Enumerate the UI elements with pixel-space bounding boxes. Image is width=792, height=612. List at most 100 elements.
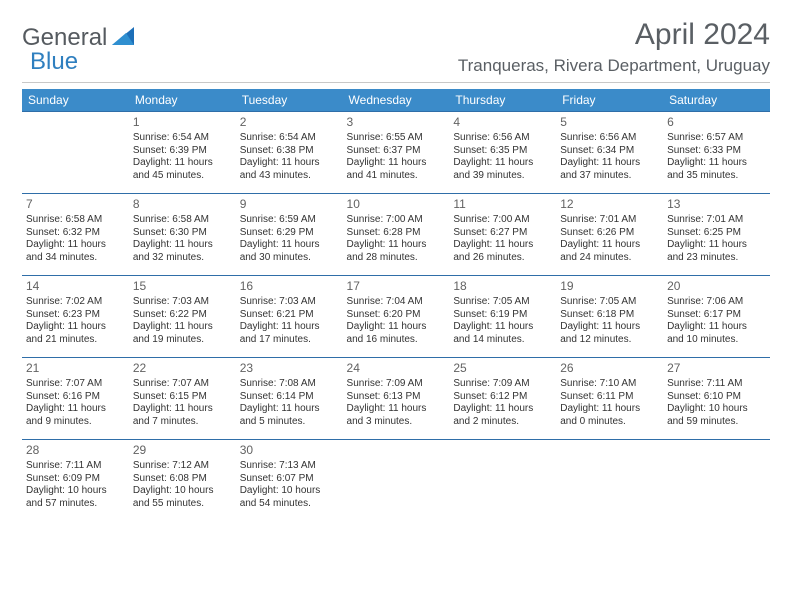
sunset-text: Sunset: 6:10 PM (667, 391, 766, 404)
sunset-text: Sunset: 6:17 PM (667, 309, 766, 322)
calendar-cell: 11Sunrise: 7:00 AMSunset: 6:27 PMDayligh… (449, 194, 556, 276)
calendar-cell: 22Sunrise: 7:07 AMSunset: 6:15 PMDayligh… (129, 358, 236, 440)
calendar-cell: 3Sunrise: 6:55 AMSunset: 6:37 PMDaylight… (343, 112, 450, 194)
day-number: 25 (453, 361, 552, 376)
calendar-cell (556, 440, 663, 522)
day-number: 2 (240, 115, 339, 130)
sunrise-text: Sunrise: 7:09 AM (453, 378, 552, 391)
sunset-text: Sunset: 6:29 PM (240, 227, 339, 240)
daylight-text: Daylight: 11 hours and 24 minutes. (560, 239, 659, 264)
sunset-text: Sunset: 6:19 PM (453, 309, 552, 322)
daylight-text: Daylight: 11 hours and 43 minutes. (240, 157, 339, 182)
daylight-text: Daylight: 11 hours and 9 minutes. (26, 403, 125, 428)
daylight-text: Daylight: 11 hours and 12 minutes. (560, 321, 659, 346)
daylight-text: Daylight: 10 hours and 59 minutes. (667, 403, 766, 428)
sunset-text: Sunset: 6:38 PM (240, 145, 339, 158)
day-header: Thursday (449, 89, 556, 112)
logo: General (22, 18, 136, 52)
sunset-text: Sunset: 6:08 PM (133, 473, 232, 486)
day-number: 16 (240, 279, 339, 294)
calendar-cell: 24Sunrise: 7:09 AMSunset: 6:13 PMDayligh… (343, 358, 450, 440)
day-header-row: Sunday Monday Tuesday Wednesday Thursday… (22, 89, 770, 112)
daylight-text: Daylight: 11 hours and 26 minutes. (453, 239, 552, 264)
calendar-cell: 19Sunrise: 7:05 AMSunset: 6:18 PMDayligh… (556, 276, 663, 358)
day-number: 4 (453, 115, 552, 130)
sunrise-text: Sunrise: 7:05 AM (560, 296, 659, 309)
daylight-text: Daylight: 11 hours and 7 minutes. (133, 403, 232, 428)
day-header: Sunday (22, 89, 129, 112)
calendar-cell: 5Sunrise: 6:56 AMSunset: 6:34 PMDaylight… (556, 112, 663, 194)
calendar-cell: 18Sunrise: 7:05 AMSunset: 6:19 PMDayligh… (449, 276, 556, 358)
daylight-text: Daylight: 11 hours and 34 minutes. (26, 239, 125, 264)
sunset-text: Sunset: 6:33 PM (667, 145, 766, 158)
daylight-text: Daylight: 11 hours and 14 minutes. (453, 321, 552, 346)
calendar-cell: 13Sunrise: 7:01 AMSunset: 6:25 PMDayligh… (663, 194, 770, 276)
daylight-text: Daylight: 11 hours and 2 minutes. (453, 403, 552, 428)
calendar-week-row: 28Sunrise: 7:11 AMSunset: 6:09 PMDayligh… (22, 440, 770, 522)
calendar-cell: 20Sunrise: 7:06 AMSunset: 6:17 PMDayligh… (663, 276, 770, 358)
sunset-text: Sunset: 6:09 PM (26, 473, 125, 486)
calendar-cell (449, 440, 556, 522)
daylight-text: Daylight: 11 hours and 41 minutes. (347, 157, 446, 182)
day-header: Saturday (663, 89, 770, 112)
sunrise-text: Sunrise: 6:59 AM (240, 214, 339, 227)
daylight-text: Daylight: 11 hours and 23 minutes. (667, 239, 766, 264)
title-rule (22, 82, 770, 83)
daylight-text: Daylight: 11 hours and 35 minutes. (667, 157, 766, 182)
sunrise-text: Sunrise: 7:00 AM (347, 214, 446, 227)
day-number: 18 (453, 279, 552, 294)
day-number: 24 (347, 361, 446, 376)
day-number: 19 (560, 279, 659, 294)
day-number: 14 (26, 279, 125, 294)
calendar-cell: 14Sunrise: 7:02 AMSunset: 6:23 PMDayligh… (22, 276, 129, 358)
day-number: 28 (26, 443, 125, 458)
daylight-text: Daylight: 11 hours and 28 minutes. (347, 239, 446, 264)
calendar-cell: 30Sunrise: 7:13 AMSunset: 6:07 PMDayligh… (236, 440, 343, 522)
calendar-cell: 23Sunrise: 7:08 AMSunset: 6:14 PMDayligh… (236, 358, 343, 440)
calendar-cell: 10Sunrise: 7:00 AMSunset: 6:28 PMDayligh… (343, 194, 450, 276)
day-number: 10 (347, 197, 446, 212)
daylight-text: Daylight: 10 hours and 55 minutes. (133, 485, 232, 510)
day-number: 27 (667, 361, 766, 376)
sunset-text: Sunset: 6:23 PM (26, 309, 125, 322)
sunset-text: Sunset: 6:15 PM (133, 391, 232, 404)
day-number: 1 (133, 115, 232, 130)
calendar-cell: 8Sunrise: 6:58 AMSunset: 6:30 PMDaylight… (129, 194, 236, 276)
calendar-table: Sunday Monday Tuesday Wednesday Thursday… (22, 89, 770, 522)
daylight-text: Daylight: 11 hours and 19 minutes. (133, 321, 232, 346)
logo-text-blue: Blue (30, 48, 78, 75)
calendar-cell (663, 440, 770, 522)
day-number: 15 (133, 279, 232, 294)
sunrise-text: Sunrise: 7:03 AM (240, 296, 339, 309)
day-number: 3 (347, 115, 446, 130)
day-number: 13 (667, 197, 766, 212)
sunrise-text: Sunrise: 7:07 AM (26, 378, 125, 391)
sunrise-text: Sunrise: 7:06 AM (667, 296, 766, 309)
daylight-text: Daylight: 11 hours and 0 minutes. (560, 403, 659, 428)
calendar-cell: 7Sunrise: 6:58 AMSunset: 6:32 PMDaylight… (22, 194, 129, 276)
daylight-text: Daylight: 11 hours and 37 minutes. (560, 157, 659, 182)
sunset-text: Sunset: 6:11 PM (560, 391, 659, 404)
sunset-text: Sunset: 6:25 PM (667, 227, 766, 240)
calendar-week-row: 1Sunrise: 6:54 AMSunset: 6:39 PMDaylight… (22, 112, 770, 194)
calendar-cell: 1Sunrise: 6:54 AMSunset: 6:39 PMDaylight… (129, 112, 236, 194)
sunset-text: Sunset: 6:30 PM (133, 227, 232, 240)
sunrise-text: Sunrise: 7:12 AM (133, 460, 232, 473)
daylight-text: Daylight: 11 hours and 30 minutes. (240, 239, 339, 264)
calendar-cell: 4Sunrise: 6:56 AMSunset: 6:35 PMDaylight… (449, 112, 556, 194)
day-number: 20 (667, 279, 766, 294)
day-number: 5 (560, 115, 659, 130)
sunset-text: Sunset: 6:16 PM (26, 391, 125, 404)
sunrise-text: Sunrise: 6:56 AM (560, 132, 659, 145)
daylight-text: Daylight: 11 hours and 39 minutes. (453, 157, 552, 182)
sunrise-text: Sunrise: 7:11 AM (667, 378, 766, 391)
calendar-cell: 26Sunrise: 7:10 AMSunset: 6:11 PMDayligh… (556, 358, 663, 440)
sunset-text: Sunset: 6:32 PM (26, 227, 125, 240)
day-number: 12 (560, 197, 659, 212)
logo-triangle-icon (112, 27, 134, 50)
sunset-text: Sunset: 6:27 PM (453, 227, 552, 240)
calendar-cell: 28Sunrise: 7:11 AMSunset: 6:09 PMDayligh… (22, 440, 129, 522)
location-subtitle: Tranqueras, Rivera Department, Uruguay (458, 56, 770, 76)
day-header: Wednesday (343, 89, 450, 112)
day-header: Friday (556, 89, 663, 112)
